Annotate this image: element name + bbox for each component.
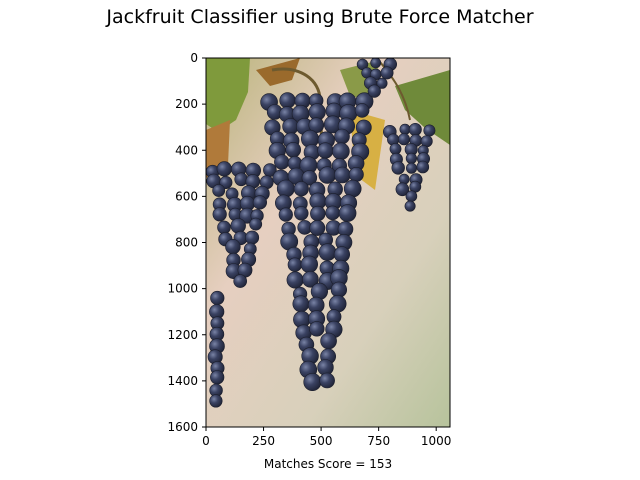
grape-berry — [318, 166, 336, 184]
grape-berry — [287, 257, 303, 272]
y-tick-label: 1200 — [167, 328, 198, 342]
grape-berry — [370, 58, 382, 69]
grape-berry — [285, 142, 302, 158]
y-tick-label: 0 — [190, 51, 198, 65]
grape-berry — [310, 282, 329, 301]
grape-berry — [338, 204, 357, 222]
grape-berry — [274, 154, 290, 170]
grape-berry — [317, 142, 334, 159]
grape-berry — [380, 66, 394, 80]
grape-berry — [278, 207, 293, 222]
y-tick-label: 600 — [175, 189, 198, 203]
grape-berry — [397, 133, 410, 146]
chart-title: Jackfruit Classifier using Brute Force M… — [106, 6, 534, 28]
grape-berry — [332, 142, 350, 161]
grape-berry — [212, 207, 227, 222]
grape-berry — [391, 161, 405, 175]
grape-berry — [333, 246, 351, 263]
grape-berry — [320, 332, 337, 350]
grape-berry — [333, 166, 351, 184]
grape-berry — [225, 239, 241, 255]
grape-berry — [302, 270, 319, 288]
grape-berry — [310, 205, 326, 222]
y-tick-label: 400 — [175, 143, 198, 157]
x-tick-label: 0 — [202, 434, 210, 448]
y-axis: 0 200 400 600 800 1000 1200 1400 1600 — [167, 51, 206, 434]
y-tick-label: 1000 — [167, 282, 198, 296]
grape-berry — [234, 172, 248, 187]
x-tick-label: 750 — [367, 434, 390, 448]
grape-berry — [252, 195, 267, 210]
grape-berry — [209, 394, 223, 408]
grape-berry — [233, 274, 247, 288]
y-tick-label: 800 — [175, 236, 198, 250]
grape-berry — [210, 290, 225, 306]
grape-berry — [301, 170, 318, 186]
grape-berry — [230, 218, 246, 234]
grape-berry — [318, 243, 337, 261]
grape-berry — [395, 182, 410, 197]
x-tick-label: 250 — [252, 434, 275, 448]
grape-berry — [319, 372, 335, 389]
x-axis-label: Matches Score = 153 — [264, 457, 392, 471]
grape-berry — [286, 271, 304, 289]
grape-berry — [348, 167, 364, 183]
grape-berry — [404, 200, 416, 212]
grape-berry — [389, 142, 402, 155]
grape-berry — [293, 181, 309, 197]
grape-berry — [343, 179, 362, 198]
grape-berry — [376, 77, 388, 89]
grape-berry — [210, 370, 225, 385]
y-tick-label: 200 — [175, 97, 198, 111]
grape-berry — [217, 220, 231, 235]
x-tick-label: 500 — [310, 434, 333, 448]
grape-berry — [309, 321, 325, 337]
grape-berry — [325, 205, 340, 221]
grape-berry — [292, 295, 310, 313]
x-axis: 0 250 500 750 1000 — [202, 427, 451, 448]
grape-berry — [367, 84, 381, 98]
grape-berry — [249, 217, 263, 231]
grape-berry — [399, 123, 411, 135]
x-tick-label: 1000 — [421, 434, 452, 448]
grape-berry — [294, 206, 309, 221]
grape-berry — [212, 184, 226, 197]
grape-berry — [300, 255, 318, 273]
y-tick-label: 1400 — [167, 374, 198, 388]
grape-berry — [405, 190, 418, 202]
grape-berry — [423, 124, 436, 137]
grape-berry — [408, 123, 422, 137]
y-tick-label: 1600 — [167, 420, 198, 434]
grape-berry — [405, 162, 417, 174]
grape-berry — [416, 160, 430, 174]
grape-berry — [245, 230, 260, 245]
grapes-photo — [206, 58, 450, 427]
grape-berry — [309, 220, 326, 236]
grape-berry — [354, 103, 370, 118]
grape-berry — [334, 128, 350, 145]
grape-berry — [276, 179, 295, 198]
grape-berry — [216, 161, 232, 177]
grape-berry — [303, 372, 322, 391]
grape-berry — [279, 92, 296, 109]
grape-berry — [405, 152, 418, 164]
